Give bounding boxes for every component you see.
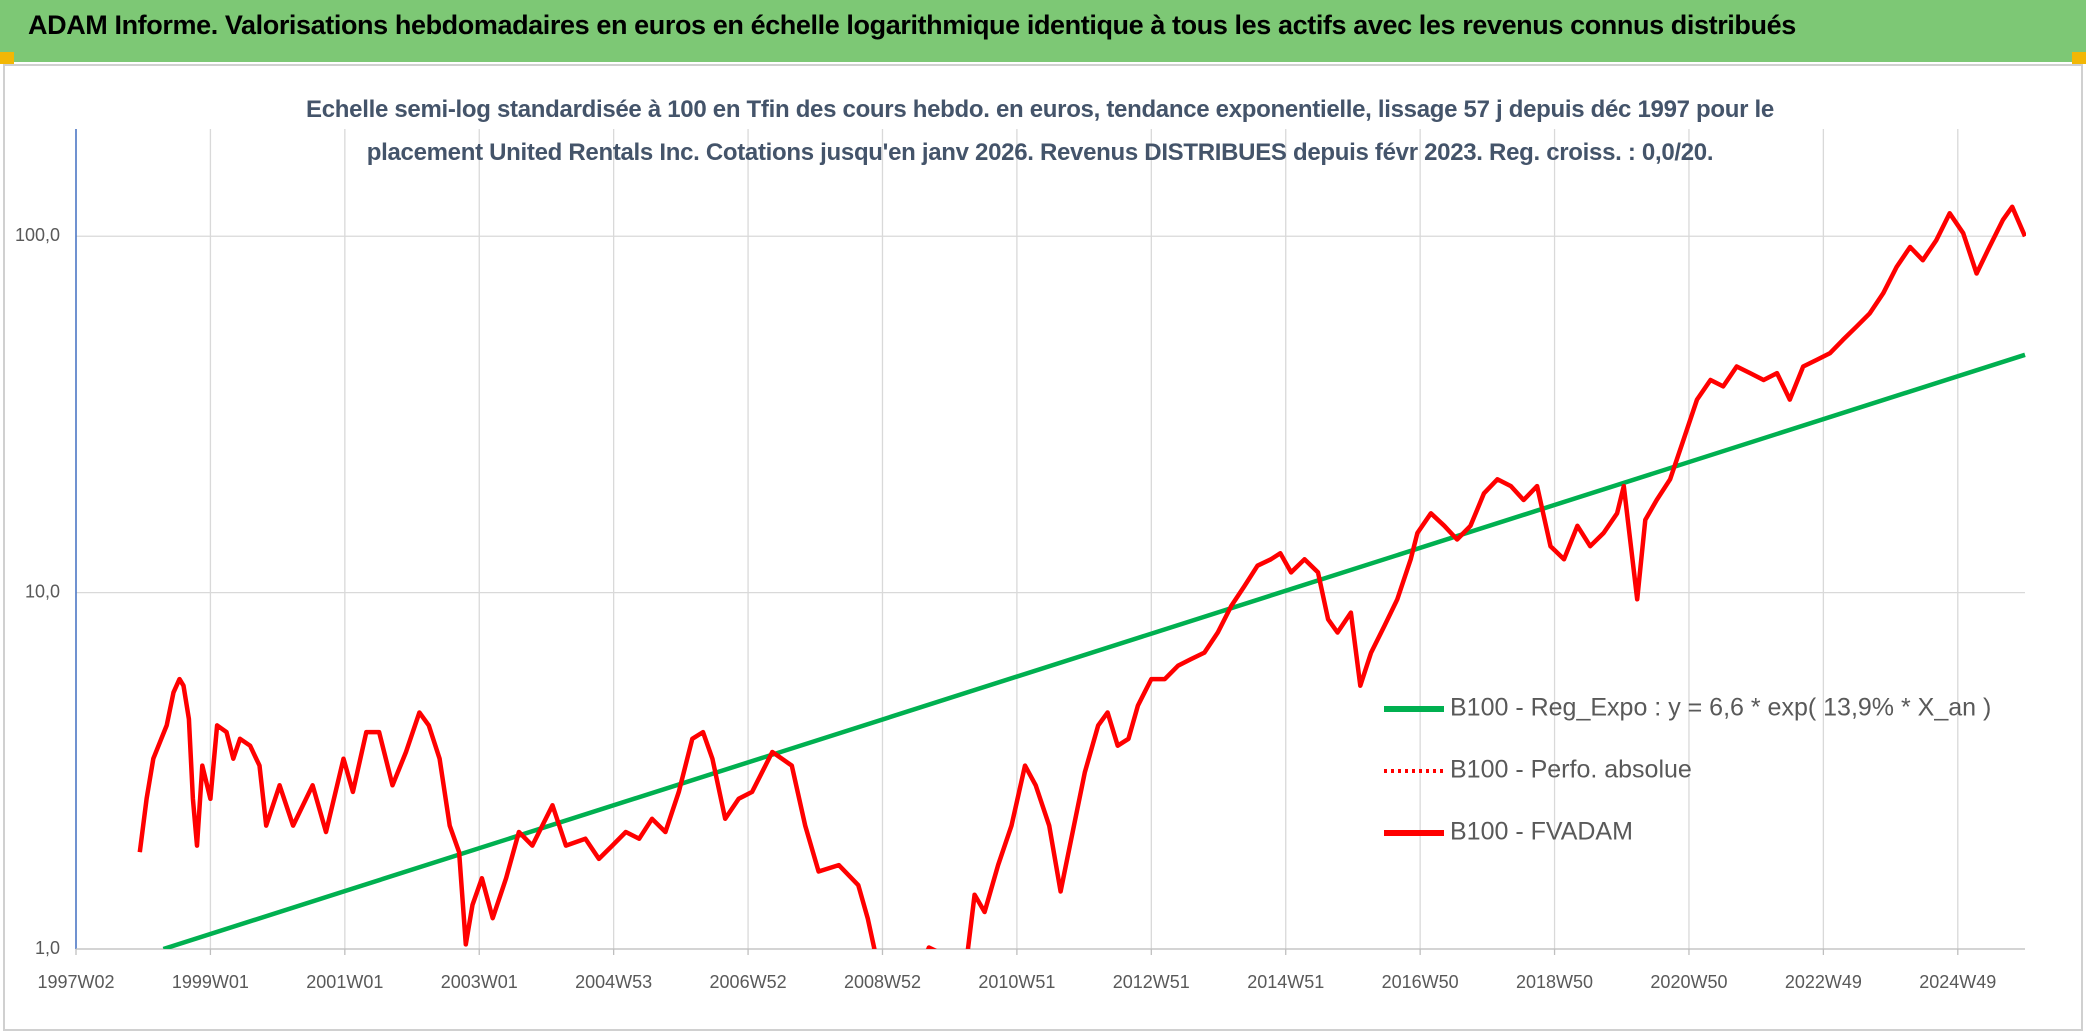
x-tick-label: 2006W52 <box>710 972 787 992</box>
x-tick-label: 2003W01 <box>441 972 518 992</box>
y-tick-label: 100,0 <box>15 225 60 245</box>
corner-mark <box>2072 52 2086 64</box>
plot-area <box>137 204 2026 949</box>
x-tick-label: 1999W01 <box>172 972 249 992</box>
x-tick-label: 2022W49 <box>1785 972 1862 992</box>
x-tick-label: 2020W50 <box>1650 972 1727 992</box>
y-tick-label: 1,0 <box>35 938 60 958</box>
x-tick-label: 2010W51 <box>978 972 1055 992</box>
chart-title: ADAM Informe. Valorisations hebdomadaire… <box>28 10 1796 40</box>
series-line <box>162 352 2026 949</box>
y-tick-label: 10,0 <box>25 581 60 601</box>
x-tick-label: 1997W02 <box>37 972 114 992</box>
chart-subtitle: Echelle semi-log standardisée à 100 en T… <box>306 96 1774 166</box>
x-tick-label: 2016W50 <box>1382 972 1459 992</box>
legend-label: B100 - FVADAM <box>1450 818 1633 846</box>
title-banner <box>0 0 2086 62</box>
x-tick-label: 2018W50 <box>1516 972 1593 992</box>
x-tick-label: 2001W01 <box>306 972 383 992</box>
corner-mark <box>0 52 14 64</box>
x-tick-label: 2024W49 <box>1919 972 1996 992</box>
series-line <box>137 204 2026 949</box>
legend-label: B100 - Reg_Expo : y = 6,6 * exp( 13,9% *… <box>1450 694 1991 722</box>
x-tick-label: 2008W52 <box>844 972 921 992</box>
x-tick-label: 2012W51 <box>1113 972 1190 992</box>
x-tick-label: 2004W53 <box>575 972 652 992</box>
legend-label: B100 - Perfo. absolue <box>1450 756 1692 784</box>
series-line <box>138 205 2026 949</box>
x-tick-label: 2014W51 <box>1247 972 1324 992</box>
chart-panel <box>3 64 2083 1031</box>
